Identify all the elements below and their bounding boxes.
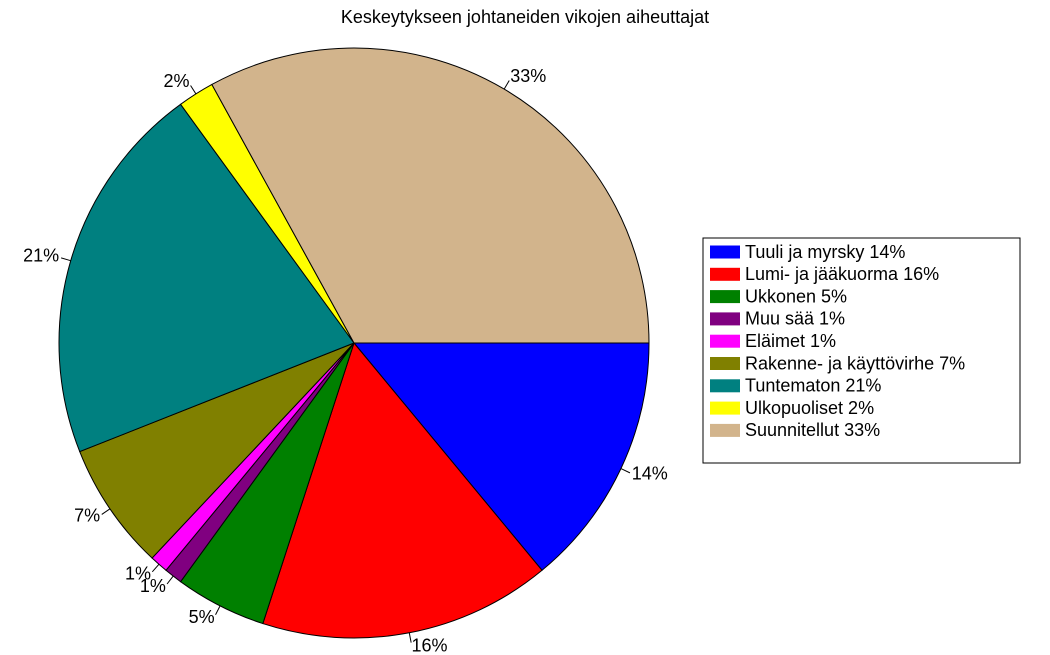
legend-box xyxy=(702,237,1021,464)
leader-line xyxy=(60,257,71,262)
slice-label: 5% xyxy=(189,607,215,627)
slice-label: 7% xyxy=(74,505,100,525)
pie-slice xyxy=(262,341,543,639)
leader-line xyxy=(101,508,111,515)
legend-label: Eläimet 1% xyxy=(745,331,836,351)
legend-swatch xyxy=(710,334,740,348)
legend-label: Muu sää 1% xyxy=(745,309,845,329)
legend-label: Ulkopuoliset 2% xyxy=(745,398,874,418)
legend-swatch xyxy=(710,379,740,393)
legend-swatch xyxy=(710,357,740,370)
leader-line xyxy=(408,632,412,643)
leader-line xyxy=(190,85,197,95)
leader-line xyxy=(503,80,510,90)
legend-label: Suunnitellut 33% xyxy=(745,420,880,440)
legend-label: Tuuli ja myrsky 14% xyxy=(745,242,905,262)
chart-title: Keskeytykseen johtaneiden vikojen aiheut… xyxy=(341,7,709,27)
pie-slice xyxy=(352,342,650,572)
leader-line xyxy=(620,468,631,474)
leader-line xyxy=(166,575,174,585)
legend-label: Lumi- ja jääkuorma 16% xyxy=(745,264,939,284)
legend-swatch xyxy=(710,245,740,259)
legend-label: Rakenne- ja käyttövirhe 7% xyxy=(745,353,965,373)
slice-label: 14% xyxy=(632,463,668,483)
legend-swatch xyxy=(710,290,740,304)
legend-label: Ukkonen 5% xyxy=(745,286,847,306)
slice-label: 1% xyxy=(125,564,151,584)
pie-slice xyxy=(211,47,650,344)
legend-label: Tuntematon 21% xyxy=(745,376,881,396)
leader-line xyxy=(215,605,221,615)
legend-swatch xyxy=(710,312,740,326)
slice-label: 16% xyxy=(412,635,448,655)
slice-label: 2% xyxy=(163,71,189,91)
slice-label: 21% xyxy=(23,246,59,266)
legend-swatch xyxy=(710,423,740,437)
legend-swatch xyxy=(710,267,740,281)
slice-label: 1% xyxy=(140,576,166,596)
leader-line xyxy=(151,563,160,573)
slice-label: 33% xyxy=(510,66,546,86)
legend-swatch xyxy=(710,401,740,415)
